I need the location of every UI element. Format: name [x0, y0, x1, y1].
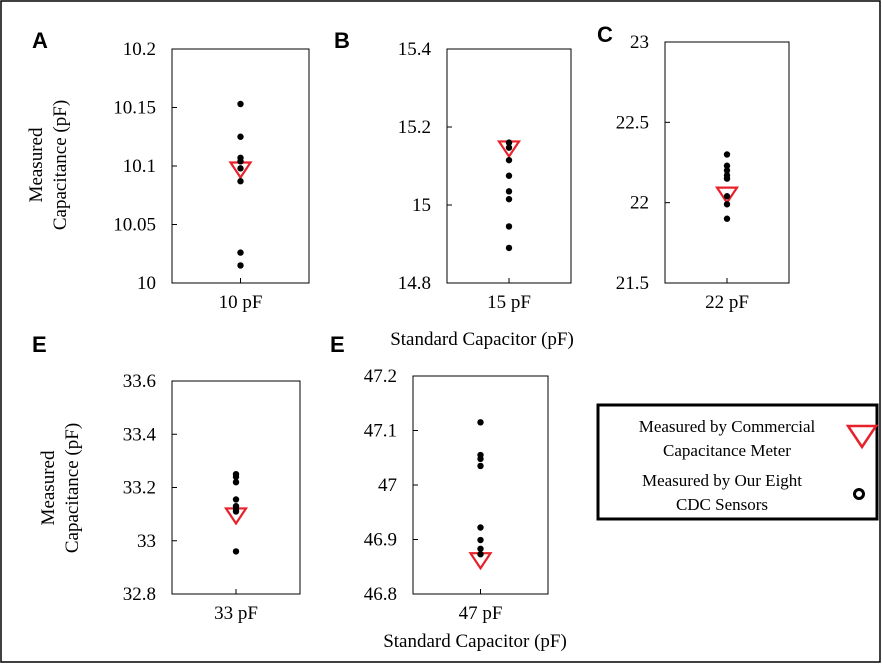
sensor-dot-point — [477, 545, 484, 552]
sensor-dot-point — [505, 223, 513, 230]
meter-triangle-point — [714, 186, 740, 205]
panels: A 10 10.05 10.1 10.15 10.2 10 pF B 14.8 15 15.2 15.… — [32, 22, 790, 624]
sensor-dot-point — [723, 151, 731, 158]
sensor-dot-point — [237, 100, 244, 108]
sensor-dot-point — [723, 201, 731, 208]
y-tick-label: 10.1 — [123, 156, 156, 177]
y-tick-label: 10.2 — [123, 39, 156, 60]
y-tick-label: 33.6 — [123, 371, 156, 392]
sensor-dot-point — [477, 419, 484, 426]
sensor-dot-point — [723, 193, 731, 200]
x-category-label: 15 pF — [487, 292, 531, 313]
y-tick-label: 15.2 — [398, 117, 431, 138]
sensor-dot-point — [505, 195, 513, 203]
panel-letter: C — [597, 22, 613, 47]
sensor-dot-point — [723, 175, 731, 182]
legend-triangle-marker-icon — [845, 424, 879, 450]
panel-1: A 10 10.05 10.1 10.15 10.2 10 pF — [32, 28, 310, 313]
sensor-dot-point — [477, 536, 484, 544]
y-tick-label: 46.8 — [364, 584, 397, 605]
y-tick-label: 10.15 — [113, 98, 156, 119]
legend-box — [596, 403, 879, 521]
sensor-dot-point — [237, 158, 244, 165]
sensor-dot-point — [723, 162, 731, 169]
y-tick-label: 23 — [630, 32, 649, 53]
legend-meter-line1: Measured by Commercial — [639, 417, 816, 436]
panel-letter: E — [32, 332, 47, 357]
x-category-label: 33 pF — [214, 603, 258, 624]
sensor-dot-point — [477, 462, 484, 470]
ylabel-bottom-line1: Measured — [38, 450, 59, 525]
y-tick-label: 47.2 — [364, 366, 397, 387]
y-tick-label: 47.1 — [364, 421, 397, 442]
panel-letter: E — [330, 332, 345, 357]
y-tick-label: 46.9 — [364, 530, 397, 551]
x-category-label: 22 pF — [705, 292, 749, 313]
y-tick-label: 33 — [137, 531, 156, 552]
x-category-label: 47 pF — [459, 603, 503, 624]
panel-2: B 14.8 15 15.2 15.4 15 pF — [334, 28, 572, 313]
sensor-dot-point — [723, 167, 731, 174]
sensor-dot-point — [505, 188, 513, 195]
ylabel-top-line2: Capacitance (pF) — [50, 100, 71, 230]
x-category-label: 10 pF — [219, 292, 263, 313]
sensor-dot-point — [477, 524, 484, 531]
y-tick-label: 10 — [137, 273, 156, 294]
sensor-dot-point — [505, 244, 513, 252]
y-tick-label: 21.5 — [616, 273, 649, 294]
y-tick-label: 15.4 — [398, 39, 432, 60]
panel-5: E 46.8 46.9 47 47.1 47.2 47 pF — [330, 332, 549, 624]
panel-3: C 21.5 22 22.5 23 22 pF — [597, 22, 790, 313]
sensor-dot-point — [237, 133, 244, 140]
sensor-dot-point — [505, 172, 513, 179]
sensor-dot-point — [237, 249, 244, 256]
xlabel-bottom: Standard Capacitor (pF) — [383, 631, 567, 652]
sensor-dot-point — [232, 508, 240, 515]
y-tick-label: 33.4 — [123, 424, 157, 445]
legend-circle-marker-icon — [853, 488, 865, 500]
ylabel-bottom-line2: Capacitance (pF) — [62, 423, 83, 553]
sensor-dot-point — [237, 165, 244, 172]
y-tick-label: 22.5 — [616, 112, 649, 133]
panel-letter: A — [32, 28, 48, 53]
sensor-dot-point — [232, 473, 240, 481]
sensor-dot-point — [232, 478, 240, 486]
y-tick-label: 33.2 — [123, 478, 156, 499]
y-tick-label: 47 — [378, 475, 397, 496]
y-tick-label: 15 — [412, 195, 431, 216]
sensor-dot-point — [237, 262, 244, 269]
sensor-dot-point — [232, 548, 240, 555]
xlabel-top: Standard Capacitor (pF) — [390, 329, 574, 350]
y-tick-label: 14.8 — [398, 273, 431, 294]
panel-letter: B — [334, 28, 350, 53]
sensor-dot-point — [237, 178, 244, 185]
y-tick-label: 32.8 — [123, 584, 156, 605]
panel-4: E 32.8 33 33.2 33.4 33.6 33 pF — [32, 332, 301, 624]
legend-sensor-line2: CDC Sensors — [676, 495, 768, 514]
sensor-dot-point — [477, 455, 484, 463]
legend-meter-line2: Capacitance Meter — [663, 441, 791, 460]
y-tick-label: 10.05 — [113, 215, 156, 236]
legend-sensor-line1: Measured by Our Eight — [642, 471, 802, 490]
legend: Measured by Commercial Capacitance Meter… — [596, 403, 879, 521]
ylabel-top-line1: Measured — [26, 127, 47, 202]
sensor-dot-point — [723, 215, 731, 222]
sensor-dot-point — [505, 156, 513, 164]
sensor-dot-point — [477, 551, 484, 558]
y-tick-label: 22 — [630, 193, 649, 214]
sensor-dot-point — [505, 144, 513, 151]
sensor-dot-point — [232, 496, 240, 503]
sensor-dot-point — [505, 139, 513, 146]
